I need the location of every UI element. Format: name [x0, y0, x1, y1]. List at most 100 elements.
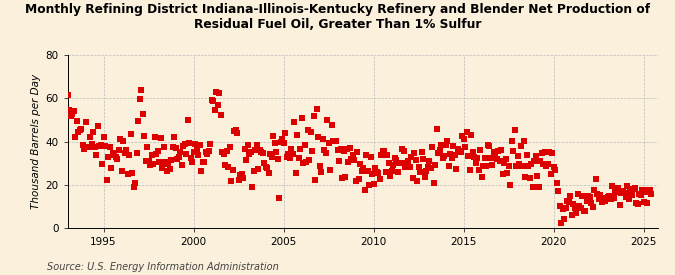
Point: [90, 153, 101, 157]
Point: [335, 147, 346, 152]
Point: [358, 165, 369, 170]
Point: [470, 161, 481, 166]
Point: [170, 146, 181, 150]
Point: [577, 193, 588, 198]
Point: [443, 163, 454, 168]
Point: [564, 200, 574, 205]
Point: [140, 159, 151, 163]
Point: [224, 145, 235, 149]
Point: [487, 163, 497, 167]
Point: [259, 161, 269, 165]
Point: [271, 149, 281, 154]
Point: [245, 150, 256, 154]
Point: [227, 168, 238, 172]
Point: [614, 203, 625, 207]
Point: [478, 164, 489, 168]
Point: [77, 142, 88, 147]
Point: [377, 149, 388, 153]
Point: [341, 147, 352, 152]
Point: [458, 136, 469, 141]
Point: [100, 144, 111, 148]
Point: [403, 159, 414, 163]
Point: [585, 195, 595, 199]
Point: [428, 181, 439, 185]
Point: [238, 176, 248, 180]
Point: [601, 197, 612, 202]
Point: [163, 162, 173, 166]
Point: [311, 107, 322, 111]
Point: [310, 177, 321, 182]
Point: [84, 135, 95, 139]
Point: [566, 212, 577, 217]
Point: [197, 160, 208, 164]
Point: [511, 164, 522, 168]
Point: [265, 152, 275, 156]
Point: [558, 207, 568, 211]
Point: [344, 145, 355, 150]
Point: [385, 174, 396, 178]
Point: [544, 150, 555, 154]
Point: [553, 188, 564, 193]
Point: [107, 150, 118, 155]
Point: [517, 163, 528, 168]
Point: [394, 160, 404, 165]
Point: [571, 211, 582, 215]
Point: [535, 159, 545, 163]
Point: [127, 171, 138, 175]
Point: [292, 133, 302, 137]
Point: [143, 159, 154, 163]
Point: [101, 178, 112, 182]
Point: [109, 153, 119, 157]
Point: [233, 178, 244, 182]
Point: [263, 171, 274, 176]
Point: [148, 162, 159, 166]
Point: [196, 169, 207, 173]
Point: [181, 152, 192, 156]
Point: [296, 116, 307, 120]
Point: [281, 155, 292, 159]
Point: [562, 198, 572, 203]
Point: [491, 157, 502, 161]
Point: [306, 149, 317, 154]
Point: [136, 88, 146, 92]
Point: [122, 172, 133, 176]
Point: [440, 143, 451, 147]
Point: [266, 155, 277, 160]
Point: [628, 187, 639, 191]
Point: [549, 168, 560, 172]
Point: [369, 182, 379, 186]
Point: [370, 166, 381, 170]
Point: [80, 119, 91, 124]
Point: [218, 152, 229, 156]
Point: [169, 135, 180, 139]
Point: [78, 147, 89, 151]
Point: [356, 169, 367, 174]
Point: [457, 134, 468, 138]
Point: [515, 144, 526, 149]
Point: [643, 188, 653, 192]
Point: [526, 161, 537, 166]
Point: [293, 156, 304, 160]
Point: [473, 168, 484, 172]
Point: [595, 192, 605, 197]
Point: [639, 200, 649, 204]
Point: [396, 161, 406, 165]
Point: [82, 145, 92, 149]
Point: [389, 156, 400, 160]
Point: [198, 160, 209, 164]
Point: [70, 134, 80, 139]
Point: [419, 175, 430, 179]
Point: [313, 135, 323, 139]
Point: [509, 128, 520, 132]
Point: [410, 158, 421, 162]
Point: [421, 169, 431, 173]
Point: [404, 165, 415, 170]
Point: [598, 196, 609, 200]
Point: [380, 170, 391, 174]
Point: [605, 197, 616, 202]
Point: [221, 149, 232, 153]
Point: [279, 130, 290, 135]
Point: [250, 147, 261, 152]
Point: [645, 188, 655, 192]
Point: [581, 199, 592, 203]
